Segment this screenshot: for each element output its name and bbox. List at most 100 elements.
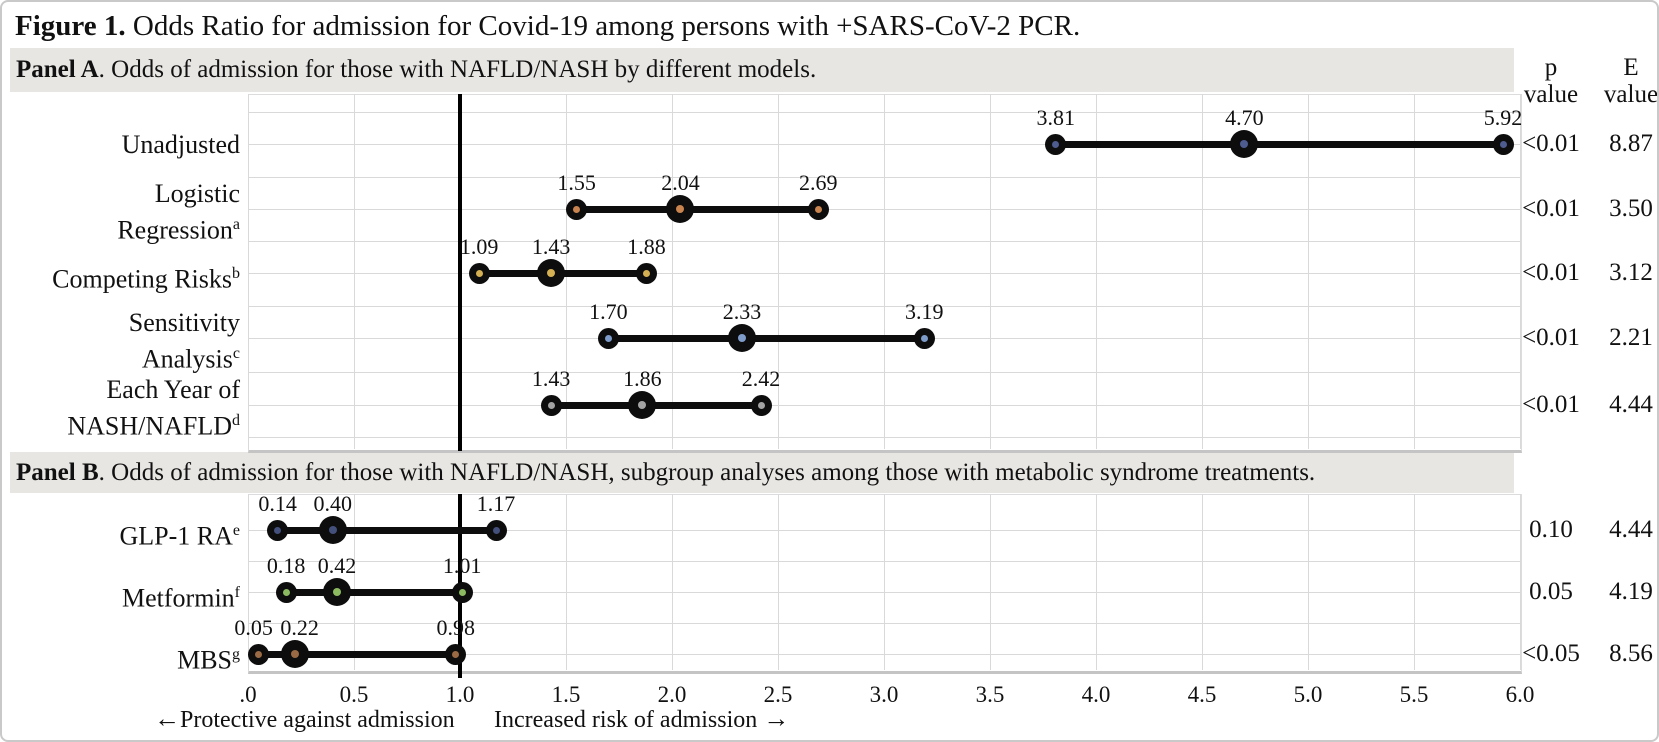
low-value-label: 0.05 — [234, 615, 273, 640]
p-value: <0.01 — [1522, 324, 1580, 351]
horizontal-gridline — [248, 592, 1520, 593]
vertical-gridline — [566, 494, 567, 670]
horizontal-gridline — [248, 372, 1520, 373]
vertical-gridline — [672, 94, 673, 449]
mid-value-label: 0.42 — [317, 553, 357, 578]
low-estimate-dot-center — [604, 334, 612, 342]
horizontal-gridline — [248, 209, 1520, 210]
dumbbell-line — [551, 401, 762, 409]
high-estimate-dot-center — [643, 269, 651, 277]
high-estimate-dot-center — [492, 526, 500, 534]
high-value-label: 2.42 — [741, 366, 781, 391]
p-value: 0.05 — [1529, 578, 1573, 605]
figure-title-text: Odds Ratio for admission for Covid-19 am… — [125, 10, 1081, 42]
panel-b-header: Panel B. Odds of admission for those wit… — [10, 452, 1514, 493]
low-estimate-dot-center — [475, 269, 483, 277]
vertical-gridline — [1520, 494, 1521, 670]
row-label-unadjusted: Unadjusted — [121, 129, 240, 159]
mid-value-label: 0.22 — [280, 615, 319, 640]
row-label-eachyearof-nashnafld: Each Year of NASH/NAFLDd — [67, 375, 240, 441]
e-header-line1: E — [1623, 54, 1639, 81]
p-value: <0.01 — [1522, 130, 1580, 157]
left-arrow-icon: ← — [154, 704, 180, 733]
x-axis-tick-label: 4.0 — [1081, 682, 1111, 707]
high-value-label: 5.92 — [1483, 105, 1523, 130]
low-value-label: 0.14 — [258, 491, 297, 516]
mid-estimate-dot-center — [333, 588, 342, 596]
high-estimate-dot-center — [814, 205, 822, 213]
row-label-mbs: MBSg — [177, 645, 240, 675]
x-axis-tick-label: 2.5 — [763, 682, 793, 707]
e-value: 3.12 — [1609, 259, 1653, 286]
x-axis-tick-label: 3.0 — [869, 682, 899, 707]
row-label-logistic-regression: Logistic Regressiona — [117, 179, 240, 245]
horizontal-gridline — [248, 177, 1520, 178]
low-value-label: 1.55 — [557, 170, 596, 195]
mid-estimate-dot-center — [328, 526, 337, 534]
mid-value-label: 2.33 — [722, 299, 762, 324]
dumbbell-line — [608, 334, 925, 342]
vertical-gridline — [884, 494, 885, 670]
p-value-column-header: p value — [1491, 54, 1611, 108]
annotation-increased-risk: Increased risk of admission → — [494, 704, 790, 733]
p-value: <0.01 — [1522, 391, 1580, 418]
high-estimate-dot-center — [757, 401, 765, 409]
row-label-glp-1ra: GLP-1 RAe — [119, 521, 240, 551]
vertical-gridline — [1414, 94, 1415, 449]
mid-value-label: 0.40 — [313, 491, 353, 516]
vertical-gridline — [248, 494, 249, 670]
low-estimate-dot-center — [255, 650, 263, 658]
vertical-gridline — [354, 94, 355, 449]
x-axis-tick-label: 5.0 — [1293, 682, 1323, 707]
p-value: <0.01 — [1522, 259, 1580, 286]
e-value: 4.44 — [1609, 516, 1653, 543]
dumbbell-line — [1055, 140, 1504, 148]
figure-title-number: Figure 1. — [15, 10, 126, 42]
vertical-gridline — [248, 94, 249, 449]
e-header-line2: value — [1603, 81, 1659, 108]
mid-estimate-dot-center — [1240, 140, 1249, 148]
horizontal-gridline — [248, 437, 1520, 438]
high-value-label: 3.19 — [905, 299, 944, 324]
high-value-label: 2.69 — [799, 170, 838, 195]
x-axis-tick-label: 2.0 — [657, 682, 687, 707]
vertical-gridline — [778, 494, 779, 670]
dumbbell-line — [286, 588, 463, 596]
high-value-label: 0.98 — [436, 615, 476, 640]
dumbbell-line — [258, 650, 456, 658]
e-value: 8.87 — [1609, 130, 1653, 157]
panel-b-description: . Odds of admission for those with NAFLD… — [98, 458, 1316, 486]
e-value: 2.21 — [1609, 324, 1653, 351]
vertical-gridline — [1096, 494, 1097, 670]
row-label-sensitivity-analysis: Sensitivity Analysisc — [128, 308, 240, 374]
horizontal-gridline — [248, 273, 1520, 274]
vertical-gridline — [354, 494, 355, 670]
x-axis-tick-label: 6.0 — [1505, 682, 1535, 707]
low-estimate-dot-center — [282, 588, 290, 596]
horizontal-gridline — [248, 112, 1520, 113]
x-axis-tick-label: 4.5 — [1187, 682, 1217, 707]
e-value: 4.44 — [1609, 391, 1653, 418]
figure-title: Figure 1. Odds Ratio for admission for C… — [15, 10, 1080, 43]
p-value: <0.05 — [1522, 640, 1580, 667]
low-estimate-dot-center — [547, 401, 555, 409]
mid-estimate-dot-center — [737, 334, 746, 342]
vertical-gridline — [672, 494, 673, 670]
high-estimate-dot-center — [452, 650, 460, 658]
x-axis-tick-label: 1.5 — [551, 682, 581, 707]
dumbbell-line — [576, 205, 819, 213]
vertical-gridline — [1308, 494, 1309, 670]
mid-estimate-dot-center — [638, 401, 647, 409]
low-value-label: 1.43 — [531, 366, 571, 391]
high-estimate-dot-center — [920, 334, 928, 342]
vertical-gridline — [990, 494, 991, 670]
horizontal-gridline — [248, 405, 1520, 406]
low-value-label: 1.09 — [459, 234, 499, 259]
vertical-gridline — [1520, 94, 1521, 449]
high-value-label: 1.88 — [627, 234, 666, 259]
right-arrow-icon: → — [763, 704, 790, 733]
mid-value-label: 1.43 — [531, 234, 571, 259]
horizontal-gridline — [248, 306, 1520, 307]
p-header-line1: p — [1544, 54, 1558, 81]
